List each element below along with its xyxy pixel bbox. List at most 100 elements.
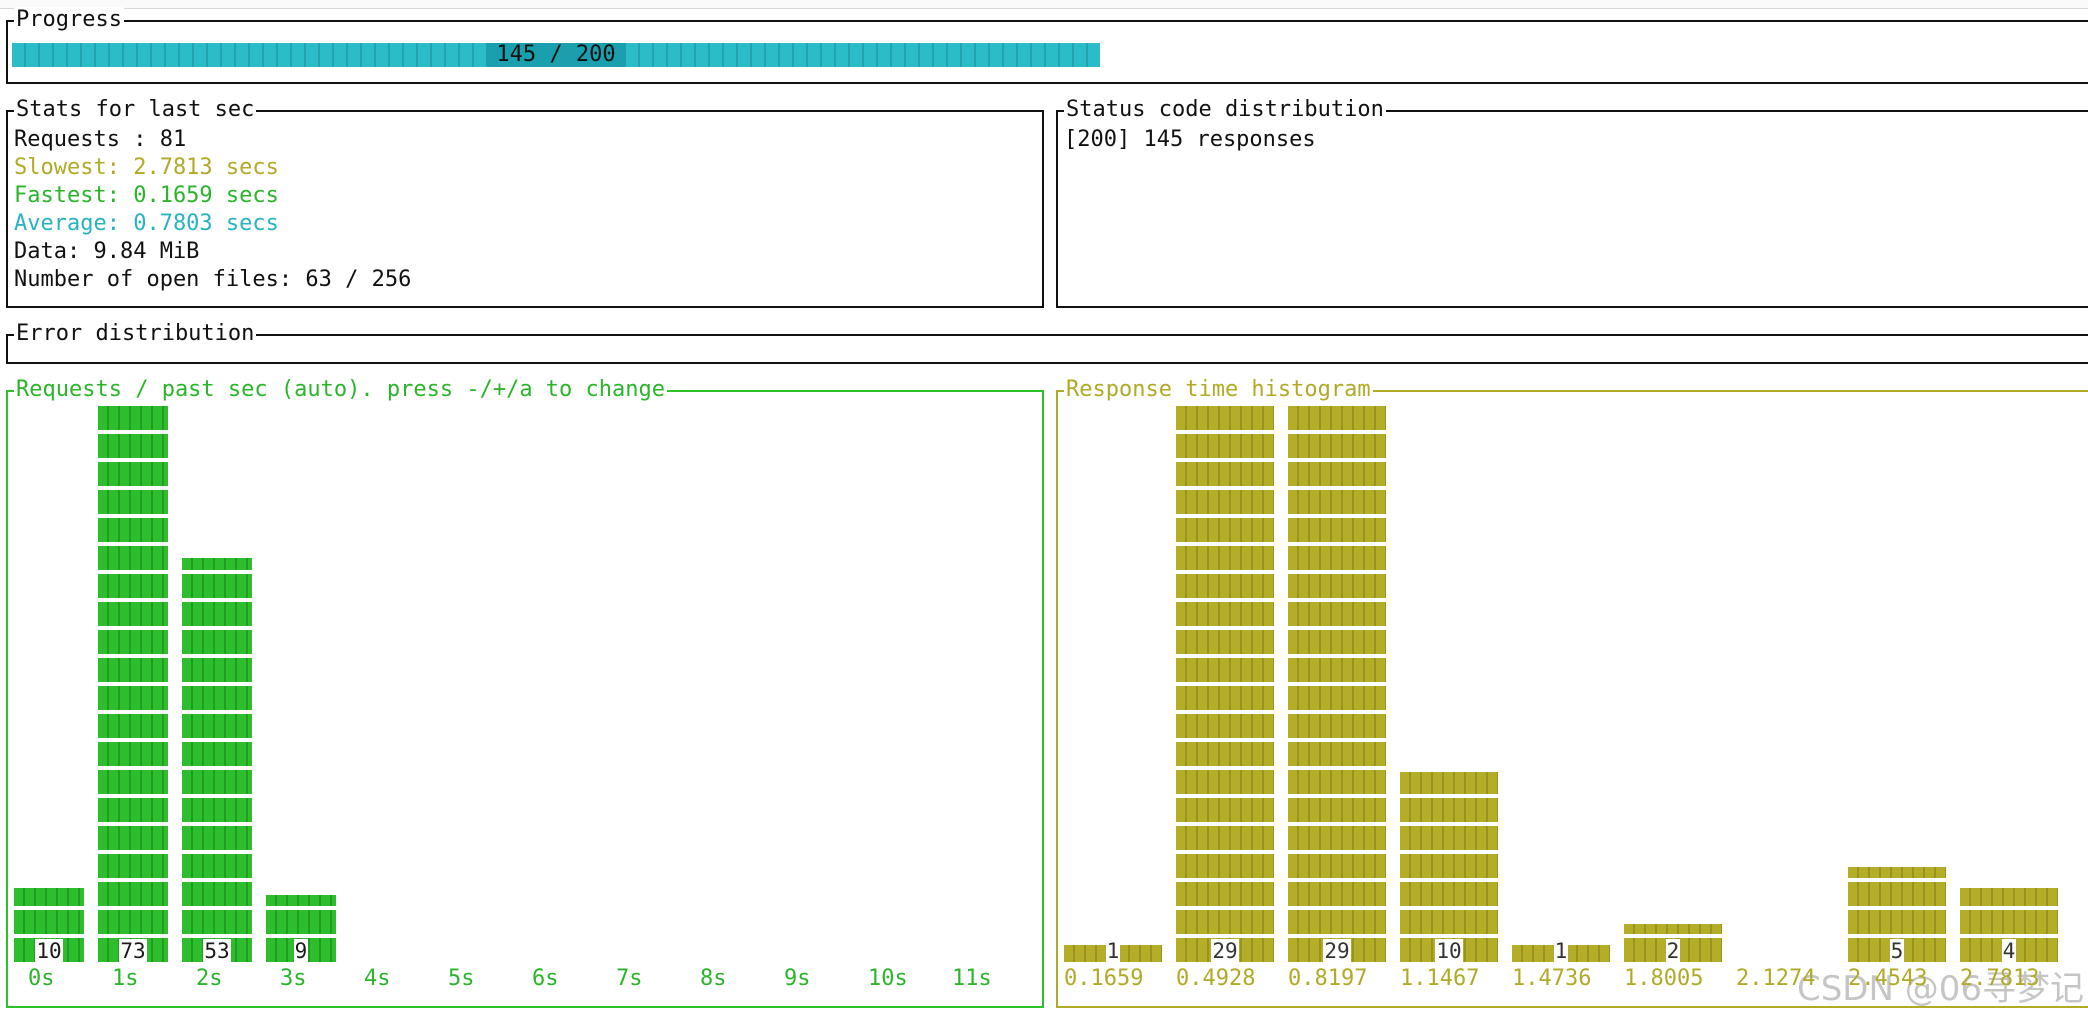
histogram-bar-segment — [1400, 881, 1498, 906]
requests-chart-title: Requests / past sec (auto). press -/+/a … — [14, 377, 668, 403]
requests-chart-bar-segment — [98, 602, 168, 626]
histogram-bar-segment — [1288, 882, 1386, 906]
histogram-bar-segment — [1288, 602, 1386, 626]
requests-chart-bar-segment — [98, 546, 168, 570]
histogram-bar-value-text: 4 — [2001, 938, 2017, 963]
histogram-bar-segment — [1176, 854, 1274, 878]
stats-slowest: Slowest: 2.7813 secs — [14, 155, 279, 180]
histogram-bar-segment — [1288, 434, 1386, 458]
histogram-bar-segment — [1960, 909, 2058, 934]
histogram-bar-segment — [1288, 714, 1386, 738]
requests-chart-bar-segment — [182, 601, 252, 626]
histogram-bar-value: 29 — [1288, 939, 1386, 963]
requests-chart-bar-segment — [266, 894, 336, 906]
requests-chart-bar-segment — [98, 854, 168, 878]
stats-open-files: Number of open files: 63 / 256 — [14, 267, 412, 292]
histogram-bar: 4 — [1960, 885, 2058, 963]
requests-chart-x-label: 10s — [868, 966, 908, 991]
requests-chart-bar-segment — [182, 853, 252, 878]
histogram-bar-segment — [1176, 742, 1274, 766]
histogram-bar-segment — [1624, 923, 1722, 934]
requests-chart-x-label: 6s — [532, 966, 559, 991]
requests-chart-bar-segment — [98, 490, 168, 514]
stats-data: Data: 9.84 MiB — [14, 239, 200, 264]
requests-chart-bar-segment — [98, 630, 168, 654]
requests-chart-bar: 9 — [266, 893, 336, 963]
histogram-bar-segment — [1848, 866, 1946, 878]
histogram-bar-segment — [1288, 798, 1386, 822]
histogram-bar-segment — [1176, 602, 1274, 626]
histogram-bar: 5 — [1848, 865, 1946, 963]
histogram-x-label: 2.1274 — [1736, 966, 1816, 991]
requests-chart-bar: 53 — [182, 555, 252, 963]
requests-chart-bar-segment — [98, 462, 168, 486]
histogram-bar-value-text: 29 — [1211, 939, 1239, 963]
histogram-bar-segment — [1176, 406, 1274, 430]
requests-chart-bar-segment — [182, 629, 252, 654]
requests-chart-bar-value-text: 73 — [119, 939, 147, 963]
histogram-bar: 2 — [1624, 923, 1722, 963]
histogram-bar-segment — [1288, 574, 1386, 598]
histogram-bar-segment — [1288, 630, 1386, 654]
histogram-bar-segment — [1176, 770, 1274, 794]
requests-chart-x-label: 2s — [196, 966, 223, 991]
histogram-bar-value-text: 1 — [1553, 938, 1569, 963]
requests-chart-bar: 10 — [14, 885, 84, 963]
requests-chart-x-label: 3s — [280, 966, 307, 991]
progress-bar-fill-left — [12, 43, 486, 67]
histogram-bar-value-text: 2 — [1665, 938, 1681, 963]
histogram-x-label: 2.7813 — [1960, 966, 2040, 991]
histogram-bar-segment — [1400, 825, 1498, 850]
requests-chart-bar-value-text: 53 — [203, 938, 231, 963]
histogram-bar-segment — [1176, 574, 1274, 598]
histogram-bar-segment — [1176, 686, 1274, 710]
stats-title: Stats for last sec — [14, 97, 257, 123]
histogram-panel: Response time histogram — [1056, 377, 2088, 1008]
histogram-bar-segment — [1176, 518, 1274, 542]
requests-chart-x-label: 7s — [616, 966, 643, 991]
requests-chart-panel: Requests / past sec (auto). press -/+/a … — [6, 377, 1044, 1008]
histogram-bar: 1 — [1512, 938, 1610, 963]
histogram-bar-segment — [1288, 406, 1386, 430]
progress-bar: 145 / 200 — [12, 43, 1512, 67]
requests-chart-x-label: 8s — [700, 966, 727, 991]
error-distribution-title: Error distribution — [14, 321, 257, 347]
histogram-bar-segment — [1400, 909, 1498, 934]
requests-chart-bar-segment — [182, 685, 252, 710]
histogram-bar-segment — [1176, 826, 1274, 850]
histogram-bar-segment — [1176, 882, 1274, 906]
histogram-bar-segment — [1400, 771, 1498, 794]
requests-chart-x-label: 9s — [784, 966, 811, 991]
requests-chart-x-label: 1s — [112, 966, 139, 991]
requests-chart-bar-segment — [98, 798, 168, 822]
histogram-bar-segment — [1176, 714, 1274, 738]
histogram-bar: 1 — [1064, 938, 1162, 963]
histogram-bar-value: 1 — [1064, 938, 1162, 963]
histogram-x-label: 0.8197 — [1288, 966, 1368, 991]
requests-chart-bar-segment — [98, 518, 168, 542]
histogram-bar: 29 — [1288, 402, 1386, 963]
histogram-bar-segment — [1176, 546, 1274, 570]
histogram-bar-segment — [1288, 490, 1386, 514]
histogram-bar: 10 — [1400, 769, 1498, 963]
histogram-bar-value: 4 — [1960, 938, 2058, 963]
histogram-bar-segment — [1288, 770, 1386, 794]
progress-bar-label: 145 / 200 — [486, 43, 626, 67]
requests-chart-bar-value-text: 9 — [293, 938, 309, 963]
error-distribution-panel: Error distribution — [6, 321, 2088, 364]
histogram-bar-segment — [1288, 826, 1386, 850]
requests-chart-bar-value: 9 — [266, 938, 336, 963]
requests-chart-bar-value-text: 10 — [35, 938, 63, 963]
histogram-bar-segment — [1176, 798, 1274, 822]
progress-panel: Progress — [6, 7, 2088, 84]
requests-chart-bar-segment — [98, 910, 168, 934]
requests-chart-bar-segment — [98, 742, 168, 766]
requests-chart-bar-segment — [98, 714, 168, 738]
requests-chart-bar-segment — [98, 826, 168, 850]
requests-chart-x-label: 0s — [28, 966, 55, 991]
requests-chart-bar-segment — [98, 770, 168, 794]
progress-title: Progress — [14, 7, 124, 33]
histogram-bar-segment — [1176, 658, 1274, 682]
requests-chart-bar: 73 — [98, 402, 168, 963]
histogram-bar: 29 — [1176, 402, 1274, 963]
